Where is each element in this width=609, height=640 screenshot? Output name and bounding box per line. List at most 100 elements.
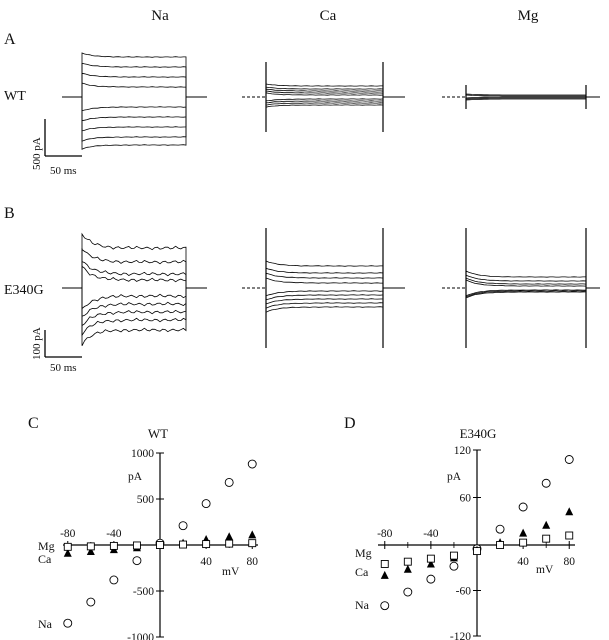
x-tick-label: 80: [246, 556, 258, 568]
series-label-mg: Mg: [355, 546, 372, 560]
series-na: Na: [355, 455, 574, 612]
series-label-ca: Ca: [355, 565, 369, 579]
series-label-na: Na: [355, 598, 370, 612]
series-label-na: Na: [38, 617, 53, 631]
data-point-mg: [156, 541, 164, 549]
data-point-mg: [542, 534, 551, 543]
y-axis-label: pA: [128, 471, 143, 483]
x-tick-label: 80: [563, 556, 575, 568]
data-point-mg: [449, 551, 458, 560]
data-point-mg: [109, 541, 118, 550]
data-point-mg: [179, 540, 188, 549]
data-point-mg: [519, 538, 528, 547]
y-tick-label: -60: [456, 586, 472, 598]
scalebar-a-time: 50 ms: [50, 165, 77, 177]
y-tick-label: 1000: [131, 448, 154, 460]
panel-letter-d: D: [344, 415, 356, 432]
data-point-ca: [426, 559, 435, 568]
data-point-na: [495, 524, 505, 534]
data-point-mg: [496, 541, 505, 549]
data-point-na: [224, 477, 234, 487]
data-point-ca: [63, 548, 72, 557]
x-tick-label: 40: [517, 556, 529, 568]
row-label-e340g: E340G: [4, 283, 44, 298]
data-point-mg: [403, 557, 412, 566]
data-point-mg: [380, 560, 389, 568]
data-point-na: [132, 556, 142, 566]
y-tick-label: 120: [454, 445, 472, 457]
panel-letter-a: A: [4, 31, 16, 48]
iv-plot-d: E340G -80 -40 40 80 120 60 -60 -120 pA mV Na Ca Mg: [355, 426, 575, 640]
iv-title-c: WT: [148, 426, 168, 441]
data-point-na: [109, 575, 119, 585]
x-tick-label: 40: [200, 556, 212, 568]
series-label-mg: Mg: [38, 539, 55, 553]
data-point-ca: [86, 546, 95, 555]
scalebar-b-current: 100 pA: [31, 327, 43, 360]
data-point-na: [541, 478, 551, 488]
data-point-mg: [132, 541, 141, 550]
column-header-ca: Ca: [320, 8, 337, 24]
scalebar-b: 100 pA 50 ms: [31, 327, 82, 374]
data-point-na: [380, 601, 390, 611]
column-header-mg: Mg: [518, 8, 539, 24]
trace-wt-ca: [242, 62, 405, 132]
data-point-mg: [86, 542, 95, 551]
scalebar-a-current: 500 pA: [31, 137, 43, 170]
x-tick-label: -40: [423, 528, 439, 540]
y-tick-label: -1000: [127, 632, 154, 640]
data-point-na: [426, 574, 436, 584]
data-point-ca: [565, 507, 574, 516]
y-tick-label: -120: [450, 631, 471, 640]
trace-e340g-ca: [242, 228, 405, 348]
data-point-mg: [426, 554, 435, 563]
column-header-na: Na: [151, 8, 169, 24]
data-point-na: [178, 521, 188, 531]
trace-e340g-mg: [442, 228, 600, 348]
series-mg: Mg: [355, 531, 574, 568]
scalebar-b-time: 50 ms: [50, 362, 77, 374]
y-axis-label: pA: [447, 471, 462, 483]
panel-letter-c: C: [28, 415, 39, 432]
trace-wt-mg: [442, 85, 600, 109]
data-point-ca: [248, 530, 257, 539]
data-point-ca: [519, 528, 528, 537]
x-tick-label: -40: [106, 528, 122, 540]
data-point-na: [247, 459, 257, 469]
row-label-wt: WT: [4, 89, 26, 104]
x-tick-label: -80: [377, 528, 393, 540]
data-point-ca: [380, 570, 389, 579]
data-point-mg: [473, 547, 481, 556]
panel-letter-b: B: [4, 205, 15, 222]
iv-title-d: E340G: [460, 426, 497, 441]
current-traces: [62, 52, 600, 348]
data-point-na: [63, 618, 73, 628]
data-point-ca: [403, 564, 412, 573]
y-tick-label: -500: [133, 586, 154, 598]
x-axis-label: mV: [222, 566, 240, 578]
data-point-na: [449, 561, 459, 571]
data-point-na: [564, 455, 574, 464]
y-tick-label: 60: [460, 493, 472, 505]
x-tick-label: -80: [60, 528, 76, 540]
series-mg: Mg: [38, 539, 257, 553]
data-point-na: [86, 597, 96, 607]
trace-e340g-na: [62, 232, 207, 346]
data-point-na: [403, 587, 413, 597]
data-point-ca: [225, 532, 234, 541]
scalebar-a: 500 pA 50 ms: [31, 119, 82, 177]
trace-wt-na: [62, 52, 207, 150]
y-tick-label: 500: [137, 494, 155, 506]
data-point-mg: [202, 540, 211, 549]
data-point-ca: [542, 520, 551, 529]
series-label-ca: Ca: [38, 552, 52, 566]
data-point-mg: [63, 542, 72, 551]
data-point-mg: [248, 539, 257, 548]
data-point-na: [518, 502, 528, 512]
data-point-na: [201, 499, 211, 509]
data-point-mg: [225, 539, 234, 548]
data-point-mg: [565, 531, 574, 540]
